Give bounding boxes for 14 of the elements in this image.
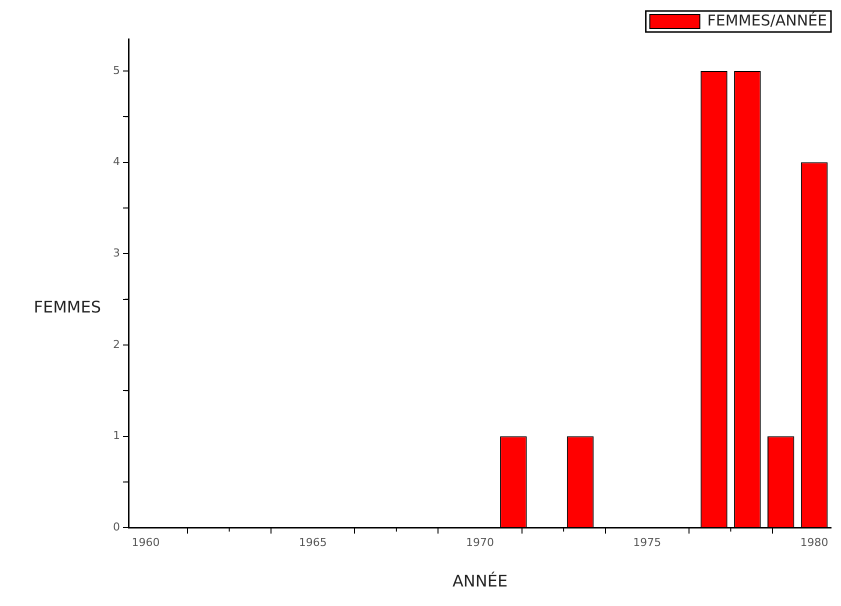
y-axis-title: FEMMES	[34, 297, 101, 316]
x-tick-label: 1980	[800, 536, 828, 550]
y-tick-label: 4	[113, 155, 120, 168]
y-tick-label: 5	[113, 64, 120, 77]
x-tick-label: 1965	[298, 536, 327, 550]
x-tick-label: 1960	[132, 536, 160, 550]
y-tick-label: 3	[113, 246, 120, 260]
y-tick-label: 0	[113, 520, 120, 534]
x-axis-title: ANNÉE	[452, 572, 508, 591]
y-tick-label: 1	[113, 429, 120, 442]
y-tick-label: 2	[113, 338, 120, 351]
x-tick-label: 1970	[466, 536, 494, 550]
legend-label: FEMMES/ANNÉE	[707, 11, 828, 30]
x-tick-label: 1975	[633, 536, 662, 550]
